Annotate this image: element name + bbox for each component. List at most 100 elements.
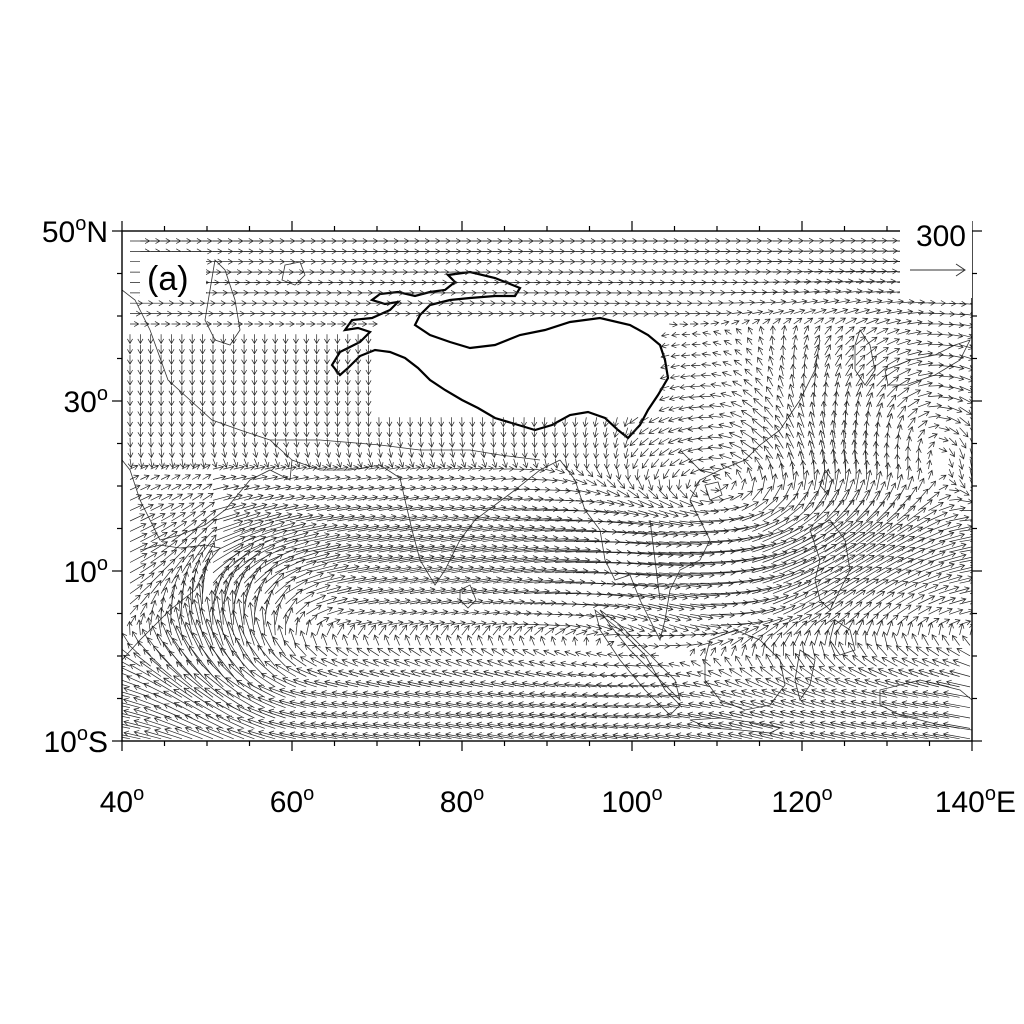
wind-vector <box>897 396 909 408</box>
wind-vector <box>585 651 597 657</box>
wind-vector <box>790 640 797 656</box>
wind-vector <box>886 536 916 553</box>
reference-vector-label: 300 <box>916 220 966 253</box>
wind-vector <box>171 503 185 511</box>
wind-vector <box>137 417 144 428</box>
wind-vector <box>140 484 151 491</box>
wind-vector <box>438 427 445 438</box>
wind-vector <box>171 321 181 327</box>
wind-vector <box>408 448 414 458</box>
wind-vector <box>241 427 248 438</box>
wind-vector <box>763 416 774 428</box>
wind-vector <box>285 665 307 677</box>
wind-vector <box>335 448 342 458</box>
wind-vector <box>847 666 867 677</box>
wind-vector <box>586 499 605 506</box>
wind-vector <box>355 437 362 448</box>
wind-vector <box>855 400 861 418</box>
wind-vector <box>718 710 742 719</box>
wind-vector <box>122 661 131 667</box>
wind-vector <box>562 417 568 428</box>
wind-vector <box>160 540 178 553</box>
wind-vector <box>264 521 296 532</box>
wind-vector <box>140 321 150 327</box>
wind-vector <box>386 679 411 688</box>
wind-vector <box>938 513 959 522</box>
wind-vector <box>460 458 467 469</box>
wind-vector <box>522 458 529 469</box>
wind-vector <box>191 543 206 563</box>
wind-vector <box>503 576 534 584</box>
wind-vector <box>895 463 902 480</box>
wind-vector <box>830 710 856 719</box>
wind-vector <box>679 489 688 499</box>
wind-vector <box>148 448 155 459</box>
wind-vector <box>686 671 701 677</box>
wind-vector <box>876 502 896 522</box>
wind-vector <box>658 448 670 456</box>
wind-vector <box>734 678 753 688</box>
wind-vector <box>192 598 203 636</box>
wind-vector <box>915 457 922 470</box>
wind-vector <box>745 358 753 366</box>
wind-vector <box>606 499 625 507</box>
wind-vector <box>741 563 777 574</box>
wind-vector <box>731 460 743 470</box>
wind-vector <box>845 308 860 314</box>
wind-vector <box>202 549 213 573</box>
wind-vector <box>772 558 807 574</box>
wind-vector <box>886 367 900 377</box>
wind-vector <box>220 437 227 448</box>
wind-vector <box>562 427 568 438</box>
wind-vector <box>313 334 320 345</box>
wind-vector <box>731 637 744 646</box>
wind-vector <box>840 688 867 698</box>
wind-vector <box>741 626 760 636</box>
wind-vector <box>355 365 362 376</box>
panel-label-bg <box>140 252 206 300</box>
wind-vector <box>708 413 722 420</box>
wind-vector <box>544 627 555 636</box>
wind-vector <box>778 462 785 480</box>
wind-vector <box>397 647 411 657</box>
wind-vector <box>148 458 155 469</box>
wind-vector <box>656 702 680 709</box>
wind-vector <box>907 538 936 553</box>
wind-vector <box>830 419 837 439</box>
wind-vector <box>690 660 701 667</box>
wind-vector <box>949 597 967 605</box>
wind-vector <box>814 268 835 275</box>
wind-vector <box>241 365 248 376</box>
wind-vector <box>232 458 239 468</box>
wind-vector <box>759 666 774 677</box>
wind-vector <box>884 462 891 480</box>
wind-vector <box>891 657 908 667</box>
wind-vector <box>122 694 131 698</box>
wind-vector <box>720 320 730 326</box>
wind-vector <box>295 601 310 615</box>
wind-vector <box>541 437 548 449</box>
wind-vector <box>777 384 784 397</box>
wind-vector <box>740 689 763 698</box>
wind-vector <box>524 610 543 617</box>
wind-vector <box>182 602 193 636</box>
wind-vector <box>163 690 193 709</box>
wind-vector <box>796 431 805 449</box>
wind-vector <box>638 582 670 590</box>
wind-vector <box>743 458 753 470</box>
wind-vector <box>729 411 742 418</box>
wind-vector <box>741 619 764 626</box>
wind-vector <box>327 321 337 327</box>
wind-vector <box>730 401 742 408</box>
wind-vector <box>299 656 317 667</box>
wind-vector <box>724 656 732 667</box>
wind-vector <box>625 469 631 481</box>
wind-vector <box>814 543 847 563</box>
wind-vector <box>969 541 972 543</box>
wind-vector <box>637 499 655 508</box>
wind-vector <box>129 464 139 471</box>
wind-vector <box>811 688 836 698</box>
wind-vector <box>544 497 565 503</box>
wind-vector <box>127 365 133 376</box>
wind-vector <box>326 465 339 471</box>
